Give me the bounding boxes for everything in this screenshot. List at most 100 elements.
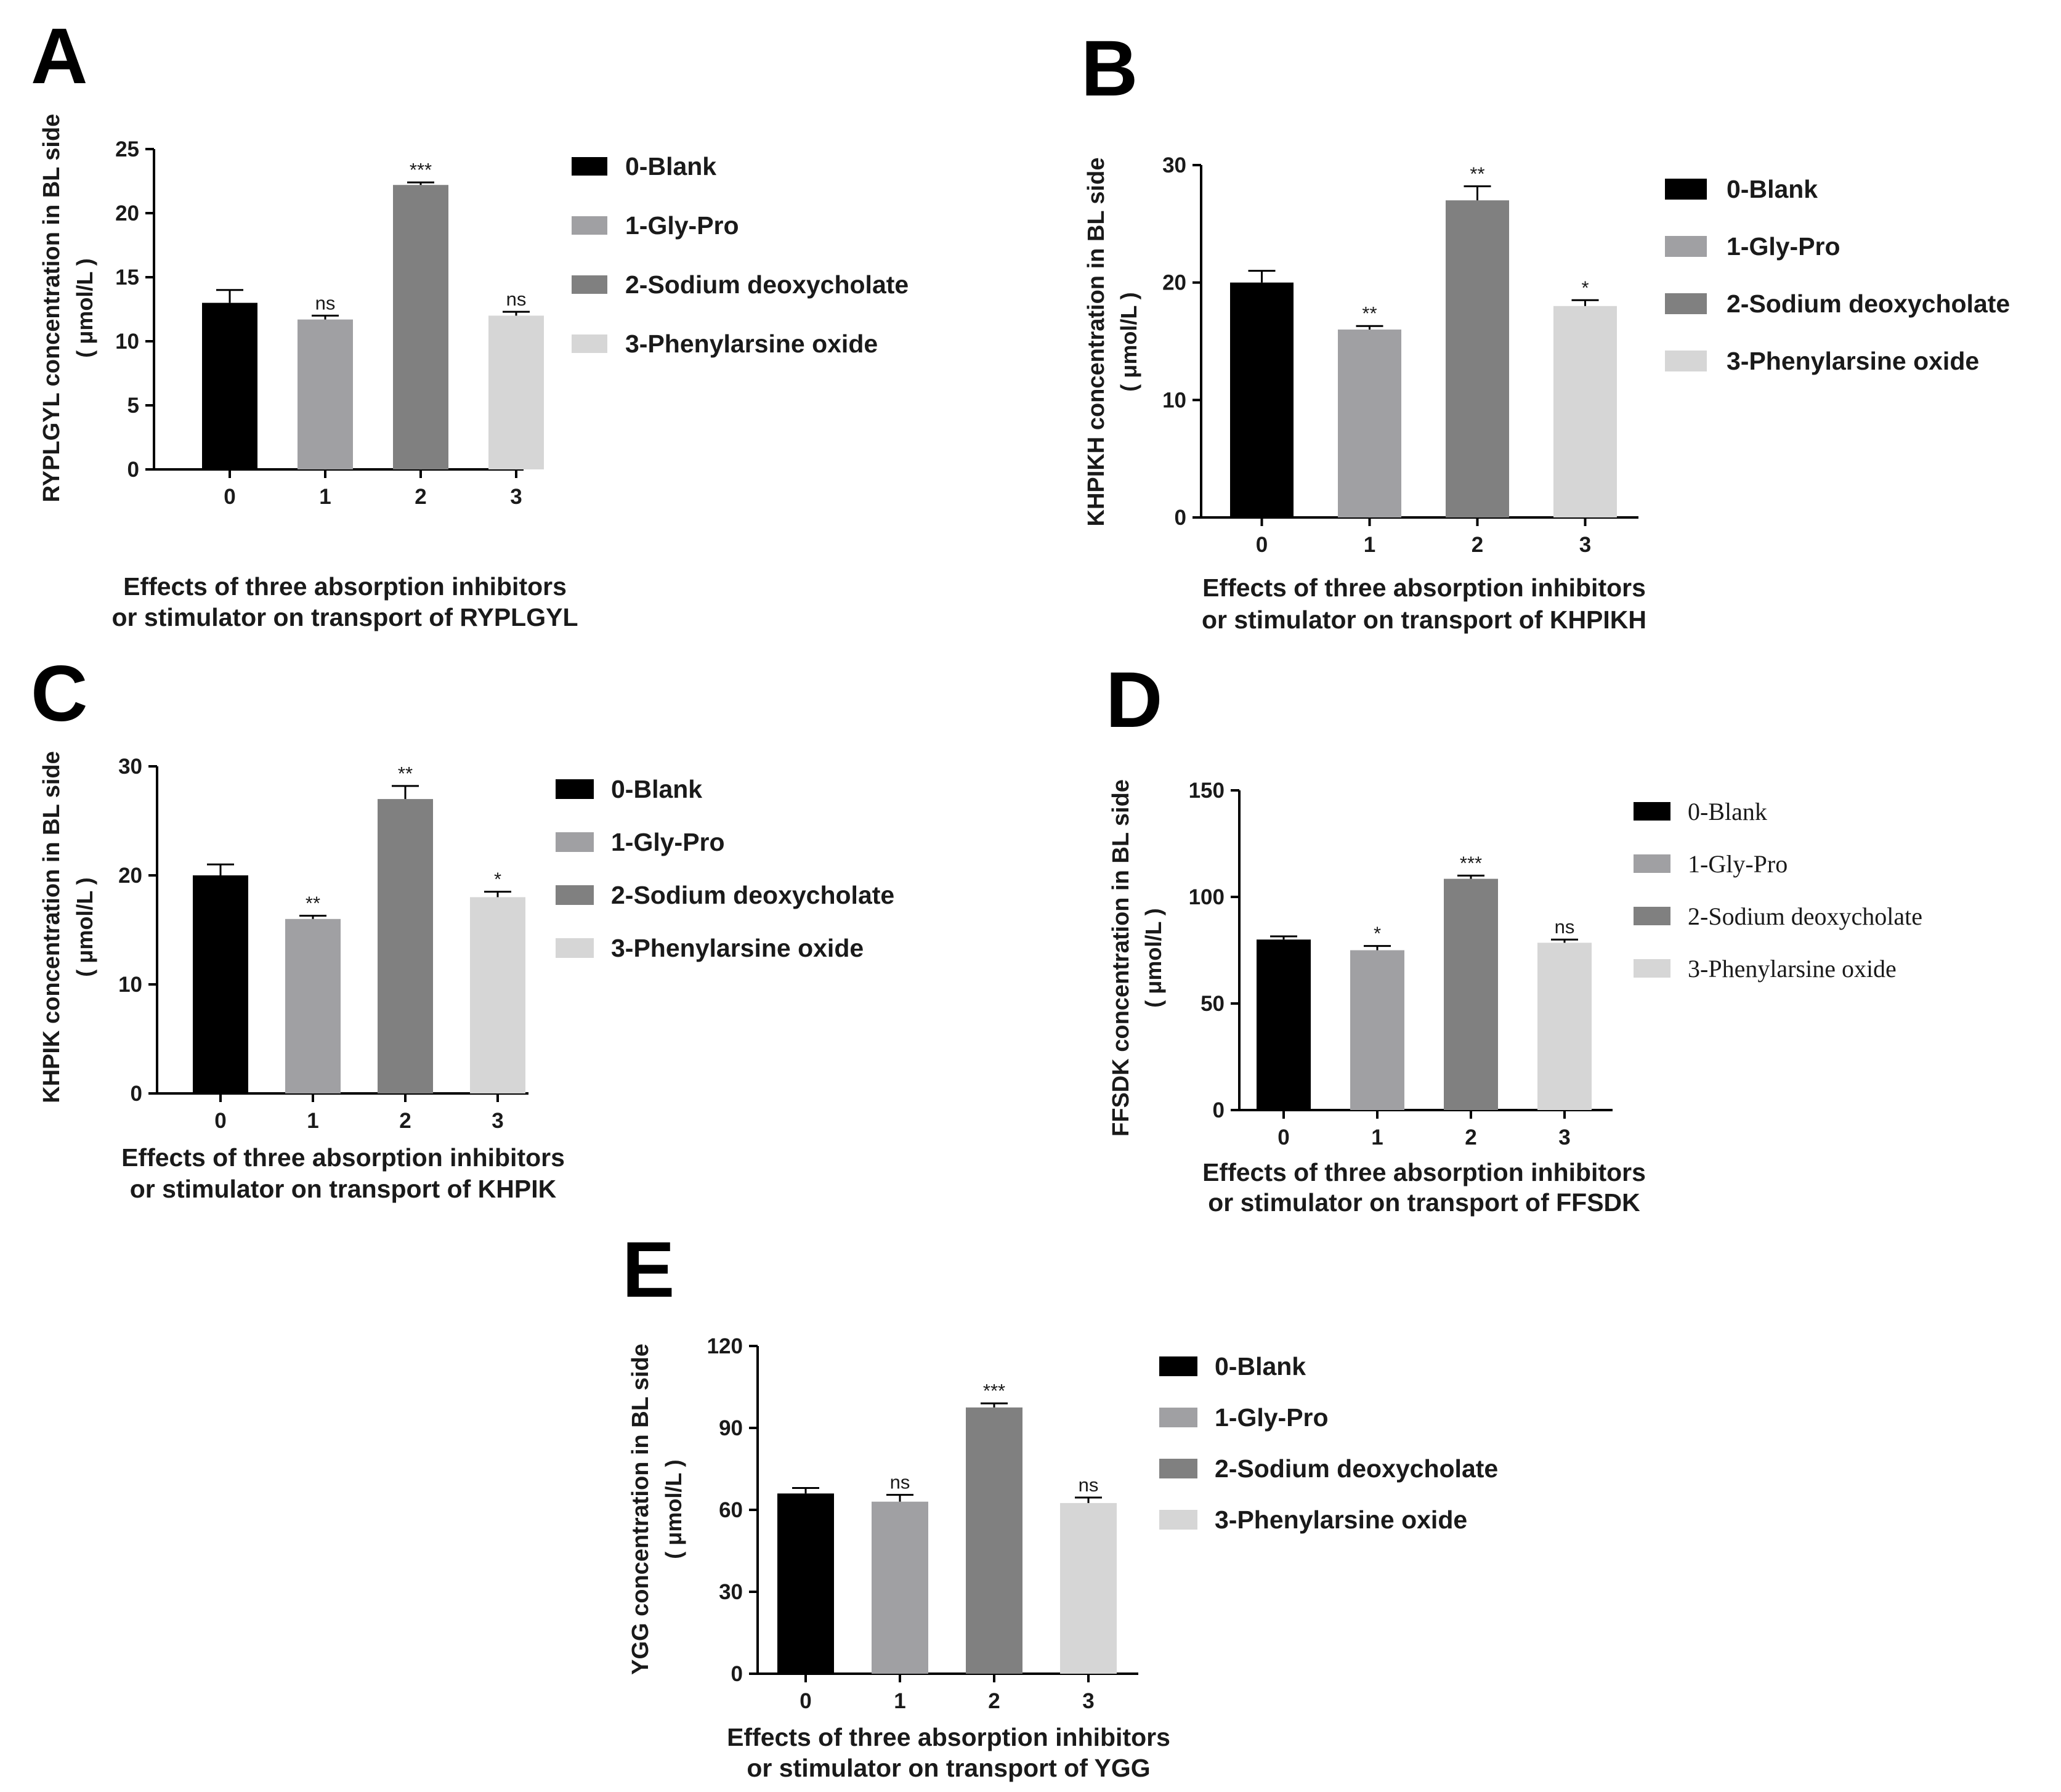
legend-entry: 2-Sodium deoxycholate xyxy=(1688,902,1922,930)
caption-line-1: Effects of three absorption inhibitors xyxy=(1202,1158,1646,1186)
panel-e: E 0 30 60 90 120 0 ns 1 *** 2 ns 3 YGG concentration … xyxy=(622,1226,1498,1782)
legend-entry: 2-Sodium deoxycholate xyxy=(611,881,894,909)
x-tick-label: 3 xyxy=(1579,533,1591,557)
x-tick-label: 3 xyxy=(1558,1125,1570,1149)
x-tick-label: 3 xyxy=(510,485,522,509)
legend-swatch xyxy=(572,334,607,353)
y-tick-label: 25 xyxy=(115,137,139,161)
caption-line-1: Effects of three absorption inhibitors xyxy=(727,1723,1170,1751)
y-axis-unit: ( μmol/L ) xyxy=(72,877,97,976)
y-tick-label: 30 xyxy=(118,755,142,779)
bar-3 xyxy=(1537,943,1592,1110)
y-tick-label: 0 xyxy=(131,1082,142,1106)
legend-entry: 0-Blank xyxy=(611,775,702,803)
bar-2 xyxy=(378,799,433,1093)
significance-label: ** xyxy=(1362,302,1377,324)
x-tick-label: 0 xyxy=(1277,1125,1289,1149)
x-tick-label: 0 xyxy=(800,1689,811,1713)
bar-1 xyxy=(285,918,341,1093)
legend-entry: 0-Blank xyxy=(1215,1352,1306,1380)
significance-label: * xyxy=(1581,277,1589,298)
legend-swatch xyxy=(1159,1408,1197,1427)
x-tick-label: 0 xyxy=(214,1109,226,1133)
significance-label: *** xyxy=(410,159,432,180)
legend-swatch xyxy=(1665,179,1707,200)
significance-label: ** xyxy=(398,763,413,784)
x-tick-label: 1 xyxy=(894,1689,905,1713)
legend-swatch xyxy=(1665,351,1707,371)
bar-3 xyxy=(488,315,544,469)
legend-entry: 2-Sodium deoxycholate xyxy=(625,270,909,299)
legend-swatch xyxy=(1634,907,1670,925)
bar-3 xyxy=(470,897,525,1093)
panel-letter: C xyxy=(31,650,87,738)
significance-label: ** xyxy=(306,892,320,914)
legend-swatch xyxy=(1665,293,1707,314)
y-tick-label: 120 xyxy=(707,1334,743,1358)
y-tick-label: 100 xyxy=(1189,885,1225,909)
y-axis-label: RYPLGYL concentration in BL side xyxy=(39,114,65,503)
bar-2 xyxy=(1446,200,1509,517)
legend-entry: 1-Gly-Pro xyxy=(1727,232,1840,261)
legend: 0-Blank 1-Gly-Pro 2-Sodium deoxycholate 3-P… xyxy=(556,775,894,962)
y-tick-label: 90 xyxy=(719,1416,743,1440)
legend-entry: 3-Phenylarsine oxide xyxy=(611,934,864,962)
legend-entry: 3-Phenylarsine oxide xyxy=(1215,1506,1467,1534)
y-tick-label: 60 xyxy=(719,1498,743,1522)
significance-label: ns xyxy=(1555,916,1575,938)
panel-a: A 0 5 10 15 20 25 0 ns 1 *** 2 ns 3 RYPLGYL concentrat… xyxy=(31,12,909,631)
significance-label: *** xyxy=(983,1380,1005,1401)
bar-0 xyxy=(1257,939,1311,1110)
legend-entry: 1-Gly-Pro xyxy=(1688,850,1788,878)
legend-swatch xyxy=(572,216,607,235)
legend-swatch xyxy=(1159,1510,1197,1530)
y-tick-label: 10 xyxy=(115,330,139,354)
x-tick-label: 2 xyxy=(1465,1125,1476,1149)
y-tick-label: 0 xyxy=(731,1662,743,1686)
caption-line-2: or stimulator on transport of KHPIK xyxy=(130,1175,557,1203)
bar-2 xyxy=(966,1407,1022,1674)
y-axis-unit: ( μmol/L ) xyxy=(1141,908,1166,1007)
legend-swatch xyxy=(572,275,607,294)
x-tick-label: 0 xyxy=(1256,533,1268,557)
y-tick-label: 20 xyxy=(1162,271,1186,295)
legend: 0-Blank 1-Gly-Pro 2-Sodium deoxycholate 3-P… xyxy=(572,152,909,358)
caption-line-2: or stimulator on transport of KHPIKH xyxy=(1202,606,1646,634)
y-tick-label: 30 xyxy=(1162,153,1186,177)
x-tick-label: 3 xyxy=(1082,1689,1094,1713)
significance-label: ns xyxy=(506,288,527,310)
bar-1 xyxy=(1338,329,1401,517)
legend-entry: 0-Blank xyxy=(1727,175,1818,203)
y-axis-label: FFSDK concentration in BL side xyxy=(1108,779,1134,1137)
bar-3 xyxy=(1553,306,1617,517)
caption-line-1: Effects of three absorption inhibitors xyxy=(121,1143,565,1172)
legend-swatch xyxy=(1634,959,1670,978)
bar-0 xyxy=(1230,282,1294,517)
legend-entry: 2-Sodium deoxycholate xyxy=(1727,290,2010,318)
bar-3 xyxy=(1060,1502,1117,1674)
caption-line-1: Effects of three absorption inhibitors xyxy=(1202,574,1646,602)
y-tick-label: 5 xyxy=(128,394,139,418)
panel-b: B 0 10 20 30 0 ** 1 ** 2 * 3 KHPIKH concentration in… xyxy=(1081,25,2010,634)
y-tick-label: 0 xyxy=(1213,1098,1225,1122)
x-tick-label: 2 xyxy=(399,1109,411,1133)
panel-c: C 0 10 20 30 0 ** 1 ** 2 * 3 KHPIK concentration in … xyxy=(31,650,894,1203)
bar-1 xyxy=(872,1501,928,1674)
panel-d: D 0 50 100 150 0 * 1 *** 2 ns 3 FFSDK concentration … xyxy=(1106,656,1922,1217)
legend-entry: 1-Gly-Pro xyxy=(1215,1403,1329,1432)
significance-label: ** xyxy=(1470,163,1484,184)
x-tick-label: 1 xyxy=(319,485,331,509)
legend-entry: 0-Blank xyxy=(625,152,716,180)
y-axis-label: YGG concentration in BL side xyxy=(628,1344,654,1675)
x-tick-label: 2 xyxy=(988,1689,1000,1713)
panel-letter: B xyxy=(1081,25,1138,113)
bar-0 xyxy=(202,302,257,469)
panel-letter: E xyxy=(622,1226,674,1314)
caption-line-2: or stimulator on transport of FFSDK xyxy=(1208,1188,1640,1217)
legend-swatch xyxy=(556,938,594,958)
legend-swatch xyxy=(556,885,594,905)
x-tick-label: 0 xyxy=(224,485,235,509)
x-tick-label: 2 xyxy=(1472,533,1483,557)
y-axis-unit: ( μmol/L ) xyxy=(1116,292,1141,391)
bar-2 xyxy=(1444,878,1498,1110)
